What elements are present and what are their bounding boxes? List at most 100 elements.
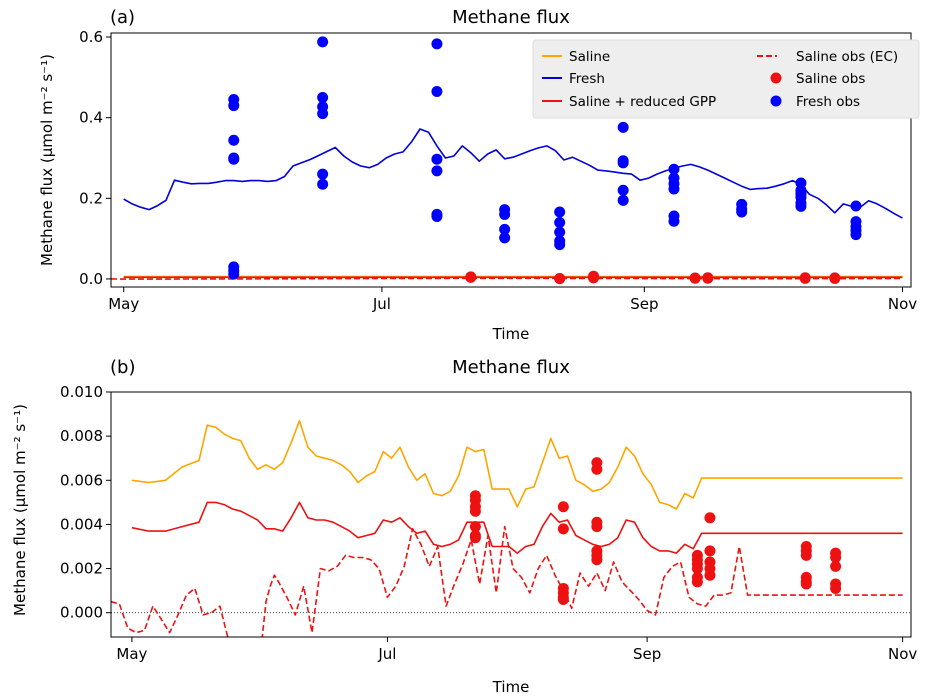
panel-b-x-ticks: May Jul Sep Nov bbox=[116, 637, 917, 663]
panel-a-fresh-obs-point bbox=[431, 210, 443, 222]
panel-b-x-tick-label: Nov bbox=[888, 645, 917, 663]
panel-a-fresh-obs-point bbox=[228, 268, 240, 280]
panel-a-saline-obs-point bbox=[702, 272, 714, 284]
panel-a-fresh-line bbox=[123, 128, 903, 219]
legend-fresh-label: Fresh bbox=[569, 71, 605, 87]
panel-a-fresh-obs-point bbox=[795, 200, 807, 212]
panel-a-fresh-obs-point bbox=[499, 223, 511, 235]
panel-b-saline-obs-point bbox=[591, 554, 603, 566]
panel-a-fresh-obs-point bbox=[617, 157, 629, 169]
panel-b-x-tick-label: Sep bbox=[633, 645, 661, 663]
legend-saline-obs-swatch bbox=[770, 72, 782, 84]
panel-b-saline-obs-point bbox=[691, 576, 703, 588]
panel-a-x-axis-label: Time bbox=[492, 325, 530, 343]
panel-a: (a) Methane flux 0.0 0.2 0.4 0.6 May Jul Sep N… bbox=[38, 7, 920, 343]
legend-saline-label: Saline bbox=[569, 49, 610, 65]
panel-a-saline-obs-point bbox=[465, 271, 477, 283]
panel-b-saline-obs-point bbox=[830, 560, 842, 572]
panel-b-y-axis-label: Methane flux (μmol m⁻² s⁻¹) bbox=[11, 404, 29, 616]
panel-b-y-tick-label: 0.000 bbox=[60, 604, 103, 622]
panel-a-fresh-obs-point bbox=[668, 163, 680, 175]
panel-b-saline-obs-point bbox=[704, 569, 716, 581]
panel-b-saline-obs-point bbox=[469, 521, 481, 533]
panel-b-label: (b) bbox=[110, 357, 135, 378]
panel-b-saline-obs-ec-line bbox=[111, 525, 903, 637]
panel-a-y-tick-label: 0.6 bbox=[79, 28, 103, 46]
panel-a-x-ticks: May Jul Sep Nov bbox=[108, 287, 917, 313]
panel-a-fresh-obs-point bbox=[668, 183, 680, 195]
panel-a-fresh-obs-point bbox=[317, 36, 329, 48]
panel-b-saline-obs-point bbox=[704, 545, 716, 557]
panel-a-fresh-obs-point bbox=[317, 108, 329, 120]
panel-b-saline-obs-point bbox=[469, 505, 481, 517]
panel-a-fresh-obs-point bbox=[850, 200, 862, 212]
panel-a-fresh-obs-point bbox=[431, 85, 443, 97]
panel-a-fresh-obs-point bbox=[554, 216, 566, 228]
panel-a-y-tick-label: 0.4 bbox=[79, 109, 103, 127]
panel-a-fresh-obs-point bbox=[850, 229, 862, 241]
panel-b-series bbox=[111, 419, 911, 637]
legend-saline-obs-label: Saline obs bbox=[796, 71, 865, 87]
legend-fresh-obs-swatch bbox=[770, 95, 782, 107]
panel-b-saline-obs-point bbox=[591, 463, 603, 475]
panel-a-fresh-obs-point bbox=[554, 226, 566, 238]
panel-b-x-tick-label: Jul bbox=[377, 645, 396, 663]
panel-b-x-tick-label: May bbox=[116, 645, 147, 663]
panel-b-y-tick-label: 0.002 bbox=[60, 560, 103, 578]
legend-saline-obs-ec-label: Saline obs (EC) bbox=[796, 49, 898, 65]
panel-a-fresh-obs-point bbox=[228, 100, 240, 112]
legend: Saline Fresh Saline + reduced GPP Saline… bbox=[532, 39, 920, 119]
panel-a-fresh-obs-point bbox=[668, 215, 680, 227]
panel-b-saline-obs-point bbox=[800, 549, 812, 561]
panel-b-saline-obs-point bbox=[469, 532, 481, 544]
panel-b-saline-obs-point bbox=[591, 521, 603, 533]
panel-a-saline-obs-point bbox=[829, 272, 841, 284]
panel-a-series bbox=[111, 36, 903, 285]
panel-a-saline-obs-point bbox=[799, 272, 811, 284]
panel-a-y-tick-label: 0.2 bbox=[79, 189, 103, 207]
panel-a-fresh-obs-point bbox=[317, 178, 329, 190]
panel-a-fresh-obs-point bbox=[554, 239, 566, 251]
panel-a-fresh-obs-point bbox=[554, 206, 566, 218]
panel-a-fresh-obs-point bbox=[431, 153, 443, 165]
legend-fresh-obs-label: Fresh obs bbox=[796, 94, 860, 110]
panel-a-fresh-obs-point bbox=[228, 153, 240, 165]
panel-b-saline-obs-point bbox=[704, 512, 716, 524]
panel-b-saline-reduced-gpp-line bbox=[131, 501, 903, 554]
panel-a-fresh-obs-point bbox=[617, 121, 629, 133]
panel-b-y-tick-label: 0.010 bbox=[60, 383, 103, 401]
panel-a-fresh-obs-point bbox=[736, 206, 748, 218]
panel-a-fresh-obs-point bbox=[499, 232, 511, 244]
panel-a-label: (a) bbox=[110, 7, 135, 28]
panel-b-y-ticks: 0.000 0.002 0.004 0.006 0.008 0.010 bbox=[60, 383, 111, 622]
panel-b-y-tick-label: 0.008 bbox=[60, 427, 103, 445]
panel-a-frame bbox=[110, 32, 912, 288]
panel-b-y-tick-label: 0.006 bbox=[60, 471, 103, 489]
panel-b-saline-obs-point bbox=[830, 582, 842, 594]
panel-b-plot-area bbox=[111, 419, 903, 637]
panel-a-saline-obs-ec-line bbox=[111, 277, 903, 280]
panel-b-saline-line bbox=[131, 419, 903, 510]
panel-b-saline-obs-point bbox=[557, 501, 569, 513]
panel-a-fresh-obs-point bbox=[431, 165, 443, 177]
panel-a-x-tick-label: May bbox=[108, 295, 139, 313]
panel-b-title: Methane flux bbox=[452, 357, 570, 378]
panel-a-saline-obs-point bbox=[588, 272, 600, 284]
panel-b-saline-obs-point bbox=[691, 563, 703, 575]
panel-a-x-tick-label: Sep bbox=[630, 295, 658, 313]
panel-a-fresh-obs-point bbox=[228, 134, 240, 146]
panel-a-plot-area bbox=[111, 36, 903, 285]
panel-a-saline-obs-point bbox=[554, 273, 566, 285]
panel-b-y-tick-label: 0.004 bbox=[60, 515, 103, 533]
panel-a-title: Methane flux bbox=[452, 7, 570, 28]
panel-b-x-axis-label: Time bbox=[492, 678, 530, 696]
panel-b-frame bbox=[110, 391, 912, 638]
panel-b-saline-obs-point bbox=[557, 593, 569, 605]
panel-b-saline-obs-point bbox=[800, 578, 812, 590]
legend-box bbox=[532, 39, 920, 119]
panel-a-fresh-obs-point bbox=[499, 208, 511, 220]
panel-b-saline-obs-point bbox=[557, 523, 569, 535]
legend-saline-reduced-gpp-label: Saline + reduced GPP bbox=[569, 94, 716, 110]
panel-a-x-tick-label: Nov bbox=[888, 295, 917, 313]
